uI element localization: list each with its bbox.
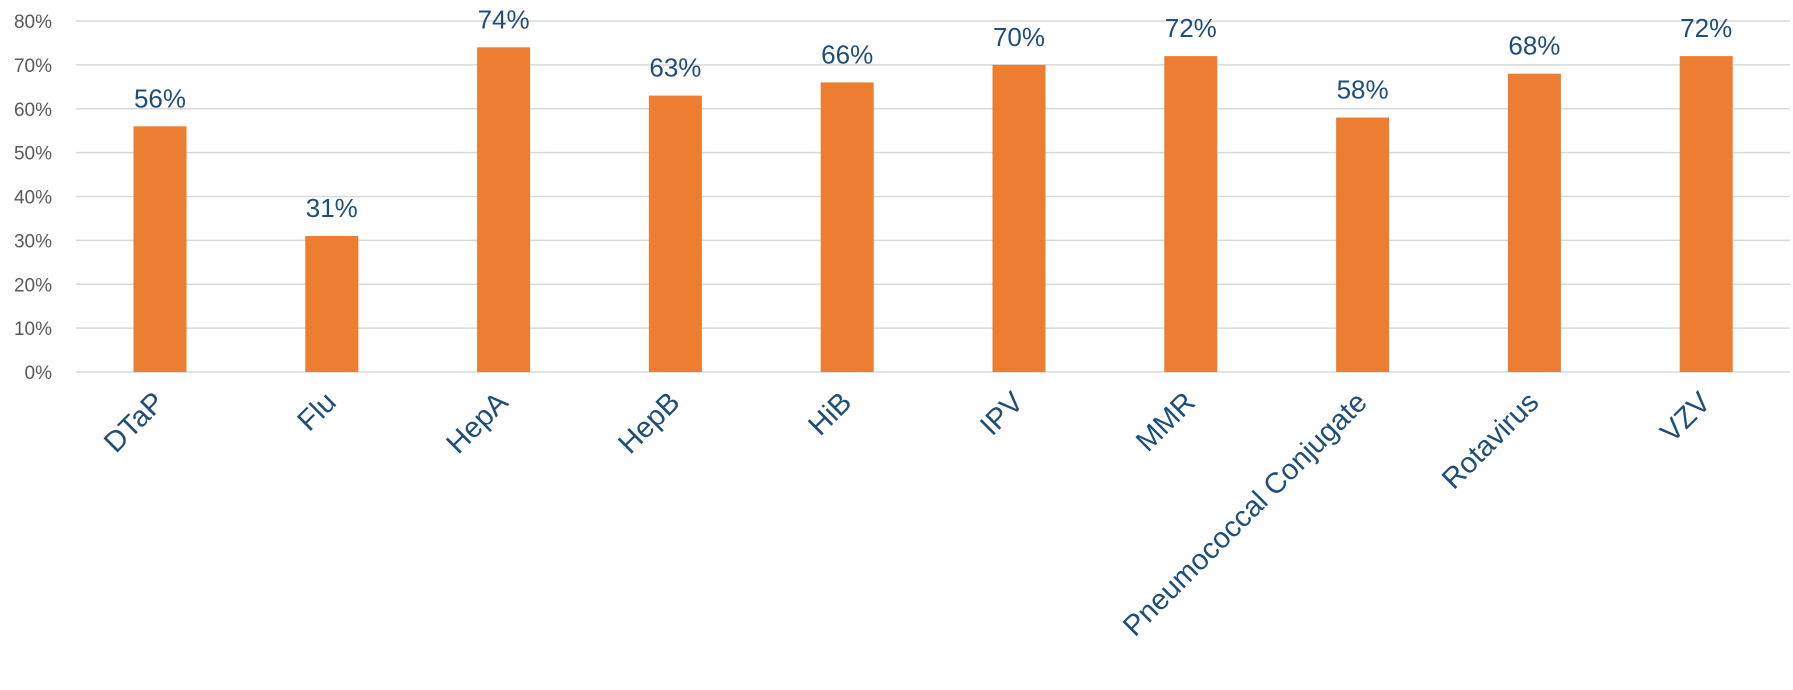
data-label: 56% [134,83,186,113]
data-label: 70% [993,22,1045,52]
gridlines [76,20,1790,373]
x-tick-label: DTaP [98,386,171,459]
data-label: 31% [306,193,358,223]
bar [992,64,1046,372]
bars [133,47,1733,373]
x-tick-label: HepA [441,386,515,460]
x-tick-label: HiB [802,386,858,442]
data-label: 66% [821,39,873,69]
bar [648,95,702,373]
y-axis-ticks: 0% 10% 20% 30% 40% 50% 60% 70% 80% [14,12,52,384]
bar [1507,73,1561,373]
y-tick-label: 50% [14,144,52,165]
y-tick-label: 30% [14,231,52,252]
data-label: 68% [1508,31,1560,61]
bar [305,235,359,372]
data-label: 72% [1165,13,1217,43]
x-tick-label: IPV [974,386,1030,442]
bar [1679,56,1733,372]
bar [1336,117,1390,373]
data-label: 58% [1337,75,1389,105]
bar [477,47,531,372]
y-tick-label: 10% [14,319,52,340]
bar [133,126,187,372]
y-tick-label: 70% [14,56,52,77]
bar [820,82,874,373]
x-tick-label: Rotavirus [1436,386,1545,495]
x-tick-label: VZV [1655,386,1718,449]
x-tick-label: Flu [292,386,343,437]
data-label: 72% [1680,13,1732,43]
y-tick-label: 60% [14,100,52,121]
data-labels: 56% 31% 74% 63% 66% 70% 72% 58% 68% 72% [134,4,1732,223]
bar [1164,56,1218,372]
y-tick-label: 0% [25,363,53,384]
x-tick-label: HepB [612,386,686,460]
x-tick-label: MMR [1130,386,1202,458]
y-tick-label: 80% [14,12,52,33]
y-tick-label: 20% [14,275,52,296]
data-label: 74% [478,4,530,34]
y-tick-label: 40% [14,188,52,209]
data-label: 63% [649,53,701,83]
